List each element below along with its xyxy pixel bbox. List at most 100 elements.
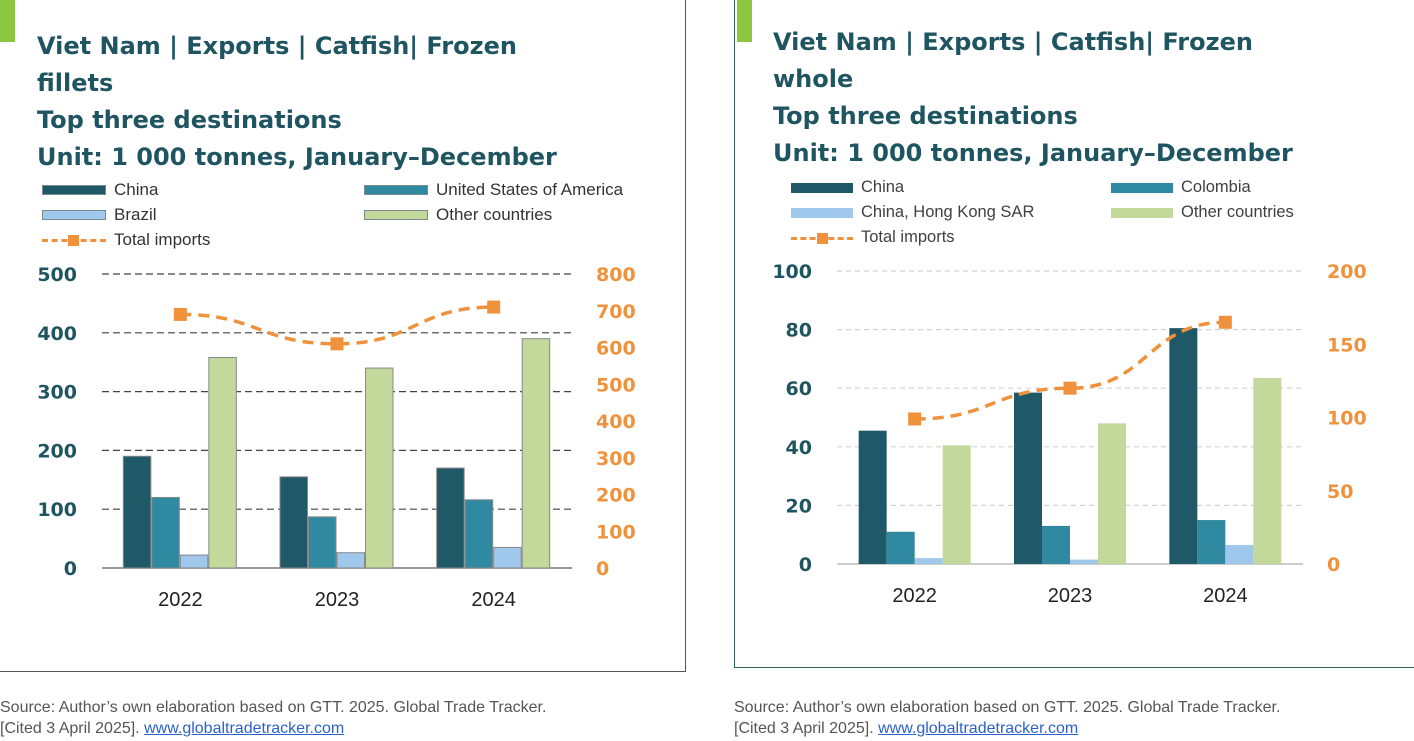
source-note: Source: Author’s own elaboration based o… [734,697,1280,739]
legend-swatch [364,185,428,195]
legend-item-china: China [791,178,904,197]
y-tick-label-left: 300 [37,382,77,404]
y-tick-label-left: 100 [772,261,812,283]
y-tick-label-left: 80 [786,320,812,342]
chart-panel-whole: Viet Nam | Exports | Catfish| Frozen who… [734,0,1414,668]
legend-label: Other countries [436,205,553,224]
legend-item-other: Other countries [1111,203,1294,222]
source-citation: [Cited 3 April 2025]. www.globaltradetra… [0,718,546,739]
bar [914,558,943,564]
source-link[interactable]: www.globaltradetracker.com [878,720,1079,737]
y-tick-label-right: 150 [1327,334,1367,356]
bar [336,552,365,569]
legend-label: Total imports [861,228,955,246]
y-tick-label-left: 400 [37,323,77,345]
legend-label: Colombia [1181,178,1251,196]
source-text: Source: Author’s own elaboration based o… [734,699,1281,716]
legend-swatch [42,185,106,195]
legend-label: United States of America [436,180,624,199]
x-tick-label: 2022 [158,589,203,611]
total-imports-marker [330,337,344,351]
y-tick-label-right: 100 [596,521,636,543]
bar-chart-fillets: 0 100 200 300 400 500 0 100 200 300 400 500 600 700 80… [37,264,636,611]
source-note: Source: Author’s own elaboration based o… [0,697,546,739]
bar [493,546,522,569]
source-text: Source: Author’s own elaboration based o… [0,699,547,716]
x-tick-label: 2023 [315,589,360,611]
bar [208,356,237,569]
y-tick-label-right: 500 [596,374,636,396]
y-tick-label-right: 0 [1327,554,1340,576]
y-tick-label-right: 600 [596,338,636,360]
legend-swatch [1111,207,1173,218]
y-tick-label-left: 20 [786,495,812,517]
legend-item-usa: United States of America [364,180,623,200]
legend-swatch-line [42,234,106,246]
legend-swatch [791,207,853,218]
chart-panel-fillets: Viet Nam | Exports | Catfish| Frozen fil… [0,0,686,672]
source-citation: [Cited 3 April 2025]. www.globaltradetra… [734,718,1280,739]
bar [122,455,152,569]
y-tick-label-right: 400 [596,411,636,433]
legend-label: China [861,178,905,196]
legend-swatch [42,210,106,220]
bar [1014,392,1042,564]
legend-item-china: China [42,180,158,200]
y-tick-label-left: 0 [799,554,812,576]
bar [179,554,209,569]
bar [436,467,465,569]
bar [858,430,887,564]
y-tick-label-right: 700 [596,301,636,323]
legend-swatch [791,182,853,193]
legend-label: Total imports [114,230,211,249]
bar [464,499,494,569]
x-tick-label: 2022 [892,585,937,607]
bar [1253,377,1282,564]
bar [365,367,394,569]
total-imports-marker [1218,315,1232,329]
x-tick-label: 2024 [471,589,516,611]
bar [1197,520,1226,564]
bar [1070,559,1098,564]
bar [1169,328,1198,564]
y-tick-label-left: 0 [64,558,77,580]
x-tick-label: 2024 [1203,585,1248,607]
legend-item-other: Other countries [364,205,552,225]
y-tick-label-left: 40 [786,437,812,459]
legend-swatch [1111,182,1173,193]
y-tick-label-right: 0 [596,558,609,580]
chart-title: Viet Nam | Exports | Catfish| Frozen who… [773,28,1293,167]
bar [521,338,551,569]
y-tick-label-left: 100 [37,499,77,521]
total-imports-marker [173,307,187,321]
accent-bar [737,0,752,42]
bar [279,476,308,569]
bar [151,496,180,569]
chart-title: Viet Nam | Exports | Catfish| Frozen fil… [37,32,557,171]
legend-swatch-line [791,232,853,244]
y-tick-label-left: 200 [37,440,77,462]
legend-label: China, Hong Kong SAR [861,203,1035,221]
y-tick-label-left: 60 [786,378,812,400]
y-tick-label-left: 500 [37,264,77,286]
bar [886,531,915,564]
legend-item-brazil: Brazil [42,205,157,225]
bar [308,516,337,569]
y-tick-label-right: 100 [1327,408,1367,430]
legend-swatch [364,210,428,220]
bar [1098,423,1126,564]
legend-item-total: Total imports [42,230,210,250]
x-tick-label: 2023 [1048,585,1093,607]
total-imports-marker [1063,381,1077,395]
source-cited: [Cited 3 April 2025]. [0,720,145,737]
source-link[interactable]: www.globaltradetracker.com [144,720,345,737]
total-imports-line [180,305,494,346]
y-tick-label-right: 50 [1327,481,1353,503]
legend-item-colombia: Colombia [1111,178,1251,197]
bar [942,445,971,564]
bar [1042,525,1070,564]
legend-label: Other countries [1181,203,1294,221]
legend-label: Brazil [114,205,157,224]
total-imports-marker [908,412,922,426]
bar [1225,544,1254,564]
